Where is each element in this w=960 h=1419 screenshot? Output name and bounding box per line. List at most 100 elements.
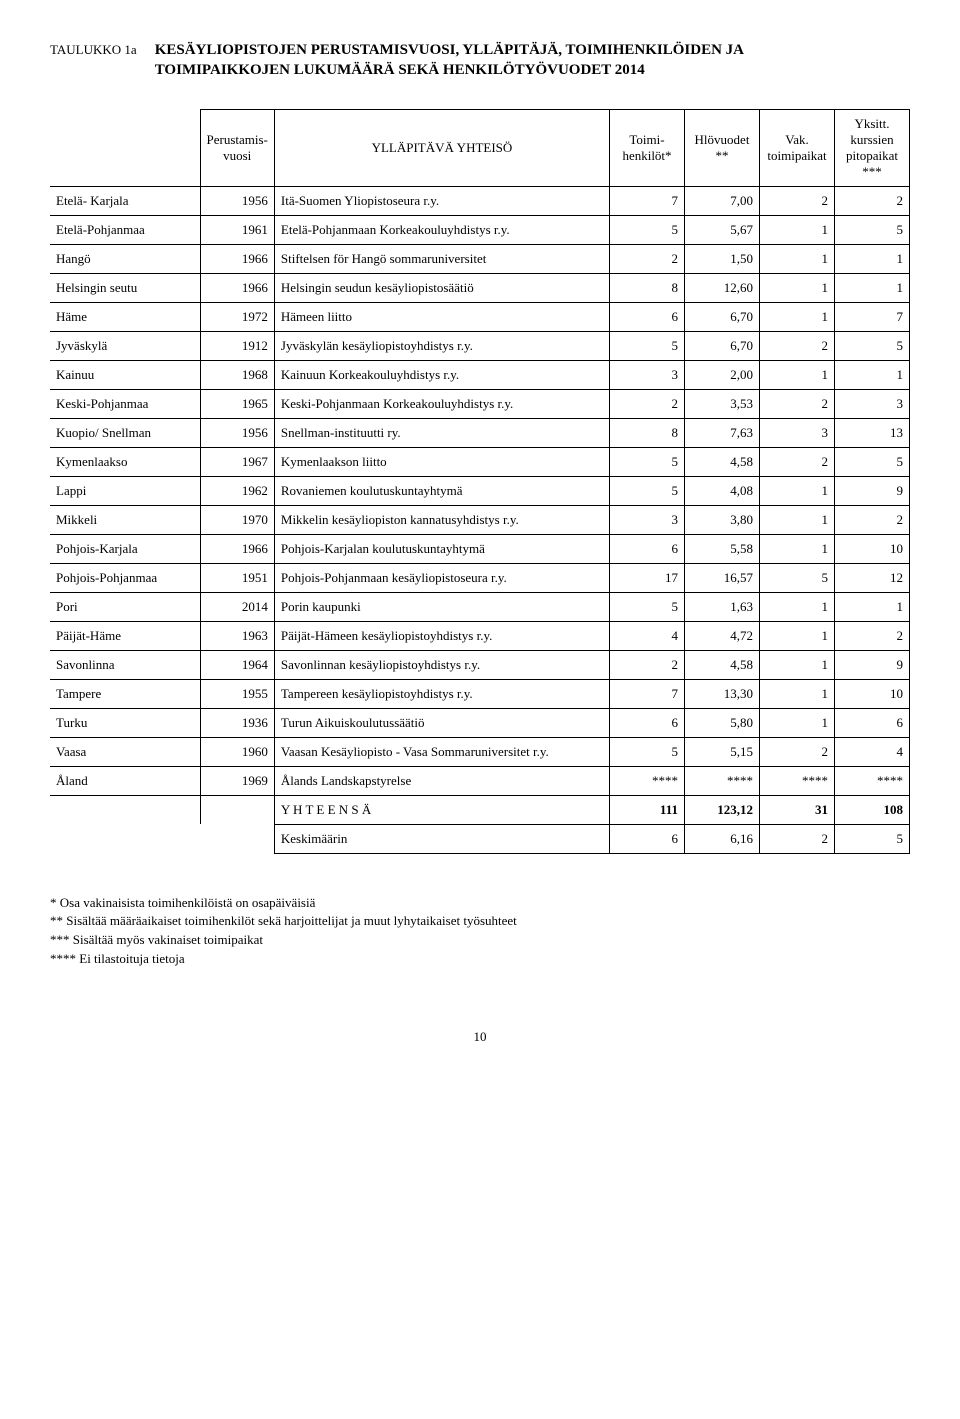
- cell-c4: 1: [835, 360, 910, 389]
- cell-year: 1951: [200, 563, 274, 592]
- table-label: TAULUKKO 1a: [50, 40, 137, 81]
- average-c4: 5: [835, 824, 910, 853]
- cell-c4: 2: [835, 186, 910, 215]
- cell-region: Pohjois-Pohjanmaa: [50, 563, 200, 592]
- cell-c4: 1: [835, 244, 910, 273]
- cell-c1: 3: [610, 505, 685, 534]
- cell-year: 1968: [200, 360, 274, 389]
- cell-c4: 6: [835, 708, 910, 737]
- cell-c2: 5,80: [685, 708, 760, 737]
- cell-c3: ****: [760, 766, 835, 795]
- table-row: Etelä- Karjala1956Itä-Suomen Yliopistose…: [50, 186, 910, 215]
- cell-org: Päijät-Hämeen kesäyliopistoyhdistys r.y.: [274, 621, 609, 650]
- cell-org: Jyväskylän kesäyliopistoyhdistys r.y.: [274, 331, 609, 360]
- page-header: TAULUKKO 1a KESÄYLIOPISTOJEN PERUSTAMISV…: [50, 40, 910, 81]
- cell-org: Tampereen kesäyliopistoyhdistys r.y.: [274, 679, 609, 708]
- cell-c3: 1: [760, 360, 835, 389]
- cell-c3: 2: [760, 186, 835, 215]
- cell-c2: 5,67: [685, 215, 760, 244]
- totals-label: Y H T E E N S Ä: [274, 795, 609, 824]
- cell-org: Rovaniemen koulutuskuntayhtymä: [274, 476, 609, 505]
- cell-c1: 5: [610, 215, 685, 244]
- table-row: Pori2014Porin kaupunki51,6311: [50, 592, 910, 621]
- totals-c2: 123,12: [685, 795, 760, 824]
- col-hlovuodet: Hlövuodet **: [685, 109, 760, 186]
- table-row: Mikkeli1970Mikkelin kesäyliopiston kanna…: [50, 505, 910, 534]
- cell-c2: 2,00: [685, 360, 760, 389]
- cell-region: Pohjois-Karjala: [50, 534, 200, 563]
- table-row: Vaasa1960Vaasan Kesäyliopisto - Vasa Som…: [50, 737, 910, 766]
- cell-region: Kymenlaakso: [50, 447, 200, 476]
- cell-year: 1912: [200, 331, 274, 360]
- cell-c1: 5: [610, 737, 685, 766]
- col-vak-toimipaikat: Vak. toimipaikat: [760, 109, 835, 186]
- cell-region: Åland: [50, 766, 200, 795]
- totals-row: Y H T E E N S Ä 111 123,12 31 108: [50, 795, 910, 824]
- cell-c2: 6,70: [685, 302, 760, 331]
- table-row: Kuopio/ Snellman1956Snellman-instituutti…: [50, 418, 910, 447]
- cell-c4: 9: [835, 476, 910, 505]
- cell-c4: 7: [835, 302, 910, 331]
- cell-year: 1967: [200, 447, 274, 476]
- cell-org: Kainuun Korkeakouluyhdistys r.y.: [274, 360, 609, 389]
- cell-c3: 1: [760, 621, 835, 650]
- cell-year: 1969: [200, 766, 274, 795]
- cell-c2: 12,60: [685, 273, 760, 302]
- title-line-2: TOIMIPAIKKOJEN LUKUMÄÄRÄ SEKÄ HENKILÖTYÖ…: [155, 62, 645, 78]
- cell-c3: 1: [760, 215, 835, 244]
- cell-c2: 1,63: [685, 592, 760, 621]
- cell-c3: 2: [760, 737, 835, 766]
- cell-c3: 1: [760, 650, 835, 679]
- cell-c4: 2: [835, 621, 910, 650]
- cell-c2: 4,72: [685, 621, 760, 650]
- footnotes: * Osa vakinaisista toimihenkilöistä on o…: [50, 894, 910, 969]
- cell-c4: 1: [835, 592, 910, 621]
- cell-c3: 3: [760, 418, 835, 447]
- average-label: Keskimäärin: [274, 824, 609, 853]
- cell-c1: 6: [610, 534, 685, 563]
- cell-org: Snellman-instituutti ry.: [274, 418, 609, 447]
- cell-c1: 8: [610, 418, 685, 447]
- cell-c3: 1: [760, 708, 835, 737]
- cell-region: Etelä-Pohjanmaa: [50, 215, 200, 244]
- cell-region: Häme: [50, 302, 200, 331]
- cell-c2: 4,58: [685, 447, 760, 476]
- cell-year: 1964: [200, 650, 274, 679]
- data-table: Perustamis- vuosi YLLÄPITÄVÄ YHTEISÖ Toi…: [50, 109, 910, 854]
- table-row: Tampere1955Tampereen kesäyliopistoyhdist…: [50, 679, 910, 708]
- cell-year: 1961: [200, 215, 274, 244]
- cell-org: Keski-Pohjanmaan Korkeakouluyhdistys r.y…: [274, 389, 609, 418]
- table-row: Pohjois-Pohjanmaa1951Pohjois-Pohjanmaan …: [50, 563, 910, 592]
- cell-region: Kuopio/ Snellman: [50, 418, 200, 447]
- cell-year: 1966: [200, 273, 274, 302]
- footnote-3: *** Sisältää myös vakinaiset toimipaikat: [50, 931, 910, 950]
- cell-c3: 1: [760, 302, 835, 331]
- title-line-1: KESÄYLIOPISTOJEN PERUSTAMISVUOSI, YLLÄPI…: [155, 42, 744, 58]
- page-number: 10: [50, 1029, 910, 1045]
- cell-c4: 13: [835, 418, 910, 447]
- cell-c2: 3,53: [685, 389, 760, 418]
- cell-year: 1965: [200, 389, 274, 418]
- cell-org: Hämeen liitto: [274, 302, 609, 331]
- cell-c4: 5: [835, 215, 910, 244]
- cell-org: Kymenlaakson liitto: [274, 447, 609, 476]
- cell-region: Mikkeli: [50, 505, 200, 534]
- cell-c2: 6,70: [685, 331, 760, 360]
- cell-c4: 10: [835, 679, 910, 708]
- cell-c1: 2: [610, 389, 685, 418]
- cell-c3: 1: [760, 679, 835, 708]
- cell-region: Tampere: [50, 679, 200, 708]
- cell-c1: 5: [610, 447, 685, 476]
- cell-org: Itä-Suomen Yliopistoseura r.y.: [274, 186, 609, 215]
- table-row: Lappi1962Rovaniemen koulutuskuntayhtymä5…: [50, 476, 910, 505]
- col-toimihenkilot: Toimi- henkilöt*: [610, 109, 685, 186]
- cell-c2: 1,50: [685, 244, 760, 273]
- cell-c2: 16,57: [685, 563, 760, 592]
- cell-c3: 1: [760, 244, 835, 273]
- col-yksitt-kurssien: Yksitt. kurssien pitopaikat ***: [835, 109, 910, 186]
- cell-org: Turun Aikuiskoulutussäätiö: [274, 708, 609, 737]
- cell-org: Pohjois-Pohjanmaan kesäyliopistoseura r.…: [274, 563, 609, 592]
- cell-c2: 13,30: [685, 679, 760, 708]
- cell-region: Päijät-Häme: [50, 621, 200, 650]
- cell-org: Pohjois-Karjalan koulutuskuntayhtymä: [274, 534, 609, 563]
